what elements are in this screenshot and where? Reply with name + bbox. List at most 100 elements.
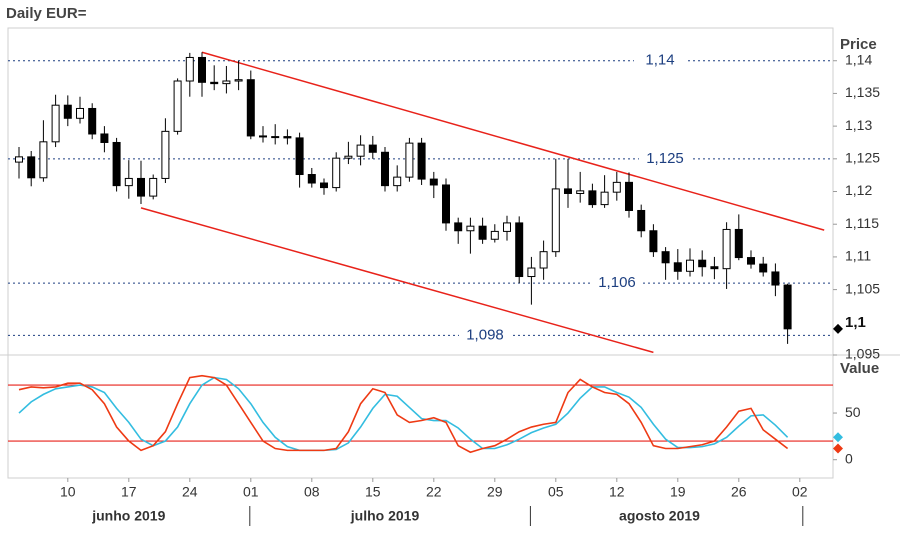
x-tick-label: 12 (609, 484, 625, 500)
x-tick-label: 05 (548, 484, 564, 500)
x-tick-label: 15 (365, 484, 381, 500)
candle-body (527, 267, 536, 278)
candle-body (381, 151, 389, 187)
y-tick-label: 1,12 (845, 182, 872, 198)
x-tick-label: 17 (121, 484, 137, 500)
chart-title: Daily EUR= (6, 5, 87, 22)
candle-body (393, 176, 402, 187)
candle-body (686, 259, 694, 272)
candle-body (149, 177, 158, 197)
candle-body (503, 222, 511, 232)
oscillator-plot (18, 374, 789, 454)
candle-body (673, 262, 682, 272)
level-label-bg (591, 273, 643, 294)
oscillator-line (18, 376, 789, 452)
y-axis-title: Value (840, 360, 879, 377)
level-label-bg (459, 325, 511, 346)
oscillator-line (18, 374, 789, 454)
x-tick-label: 22 (426, 484, 442, 500)
panel-frame (7, 27, 834, 479)
level-label: 1,098 (466, 326, 504, 343)
month-label: julho 2019 (350, 508, 420, 524)
last-value-marker (833, 443, 843, 454)
month-label: junho 2019 (91, 508, 165, 524)
candle-body (198, 56, 206, 83)
candle-body (356, 144, 365, 157)
candle-body (454, 222, 463, 232)
candle-body (173, 80, 182, 132)
candle-body (259, 135, 267, 138)
candle-body (759, 263, 768, 273)
candle-body (51, 104, 60, 143)
candle-body (39, 141, 48, 179)
y-tick-label: 1,13 (845, 117, 872, 133)
candle-body (368, 144, 377, 153)
level-label: 1,125 (646, 150, 684, 167)
candle-body (576, 190, 585, 194)
x-tick-label: 10 (60, 484, 76, 500)
candle-body (112, 141, 121, 187)
last-price-label: 1,1 (845, 314, 866, 331)
candle-body (15, 156, 23, 163)
level-label-bg (639, 148, 691, 169)
x-tick-label: 29 (487, 484, 503, 500)
trendline (201, 51, 825, 231)
candle-body (124, 177, 133, 187)
candle-body (783, 284, 792, 330)
candle-body (185, 56, 194, 82)
candle-body (747, 257, 755, 265)
candle-body (271, 136, 280, 139)
candle-body (564, 188, 572, 194)
candle-body (222, 80, 231, 85)
candle-body (649, 230, 658, 253)
level-label: 1,14 (645, 52, 674, 69)
x-tick-label: 24 (182, 484, 198, 500)
candle-body (466, 225, 475, 232)
x-tick-label: 26 (731, 484, 747, 500)
candle-body (698, 259, 707, 268)
x-tick-label: 19 (670, 484, 686, 500)
candle-body (600, 191, 609, 206)
candle-body (771, 271, 780, 286)
last-value-marker (833, 432, 843, 443)
x-tick-label: 01 (243, 484, 259, 500)
candle-body (210, 81, 219, 85)
candle-body (710, 266, 719, 270)
candle-body (344, 155, 353, 159)
candle-body (246, 79, 255, 137)
y-tick-label: 0 (845, 450, 853, 466)
candle-body (661, 251, 670, 264)
candle-body (307, 174, 316, 184)
trendline (140, 207, 654, 354)
candle-body (429, 178, 438, 186)
candle-body (551, 188, 560, 253)
y-tick-label: 1,095 (845, 346, 880, 362)
candle-body (161, 130, 170, 179)
candle-body (734, 228, 743, 259)
price-plot (15, 51, 825, 354)
y-tick-label: 1,11 (845, 248, 871, 264)
candle-body (637, 209, 646, 232)
candle-body (515, 222, 524, 278)
candle-body (76, 107, 84, 119)
candle-body (88, 107, 97, 135)
candle-body (27, 156, 36, 179)
candle-body (417, 142, 426, 180)
candle-body (234, 79, 243, 82)
y-tick-label: 1,115 (845, 215, 879, 231)
candle-body (405, 142, 414, 178)
y-tick-label: 1,135 (845, 84, 880, 100)
candle-body (295, 137, 304, 176)
candle-body (588, 190, 597, 206)
candle-body (722, 228, 731, 270)
y-tick-label: 1,125 (845, 150, 880, 166)
candle-body (137, 177, 145, 197)
y-tick-label: 1,105 (845, 280, 880, 296)
candle-body (320, 182, 328, 189)
level-label-bg (634, 50, 686, 71)
level-label: 1,106 (598, 274, 636, 291)
candle-body (478, 225, 487, 240)
candle-body (442, 184, 450, 224)
y-tick-label: 1,14 (845, 51, 872, 67)
